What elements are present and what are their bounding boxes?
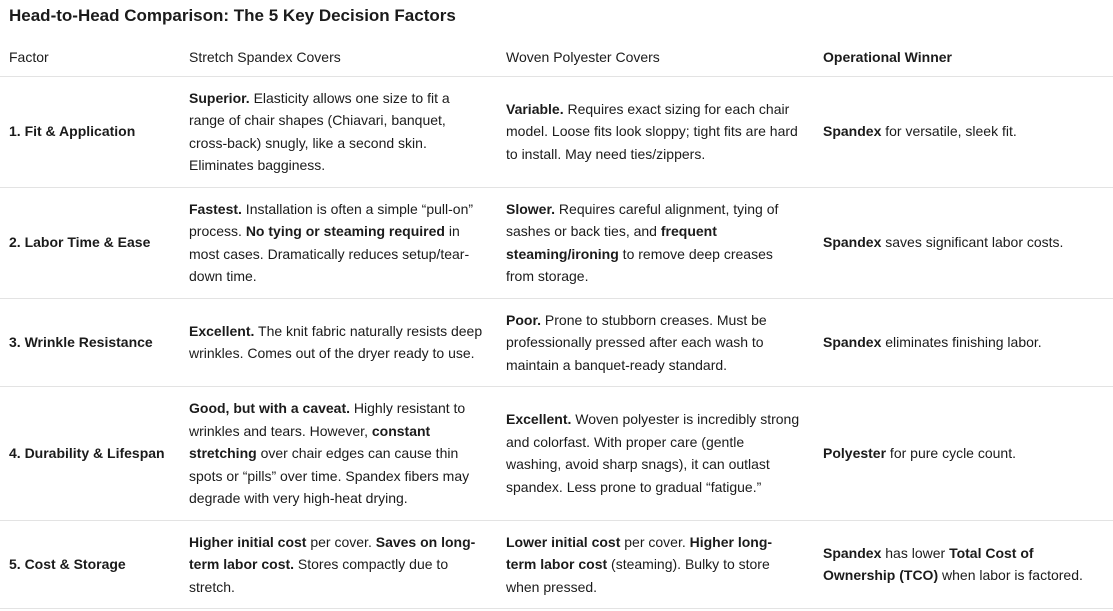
text: over chair edges can cause thin spots or…: [189, 445, 470, 506]
header-cell: Operational Winner: [814, 39, 1113, 77]
text: Woven polyester is incredibly strong and…: [506, 411, 800, 495]
table-row: 2. Labor Time & Ease Fastest. Installatio…: [0, 187, 1113, 299]
text: in most cases. Dramatically reduces setu…: [189, 223, 470, 284]
text: Requires exact sizing for each chair mod…: [506, 100, 798, 162]
bold-text: Higher initial cost: [189, 533, 307, 550]
bold-text: Excellent.: [506, 411, 572, 428]
bold-text: constant stretching: [189, 422, 431, 462]
table-cell: Spandex for versatile, sleek fit.: [814, 76, 1113, 188]
bold-text: Polyester: [823, 445, 887, 461]
table-cell: Lower initial cost per cover. Higher lon…: [497, 520, 814, 609]
bold-text: Spandex: [823, 544, 882, 561]
text: to remove deep creases from storage.: [506, 245, 773, 285]
table-row: 1. Fit & Application Superior. Elasticity…: [0, 76, 1113, 188]
bold-text: Fastest.: [189, 200, 242, 217]
text: has lower: [881, 544, 950, 561]
bold-text: Poor.: [506, 311, 542, 328]
text: (steaming). Bulky to store when pressed.: [506, 556, 770, 595]
table-cell: Excellent. The knit fabric naturally res…: [180, 298, 497, 387]
bold-text: Total Cost of Ownership (TCO): [823, 544, 1034, 584]
table-cell: Higher initial cost per cover. Saves on …: [180, 520, 497, 609]
text: Prone to stubborn creases. Must be profe…: [506, 311, 767, 373]
text: Installation is often a simple “pull-on”…: [189, 200, 474, 240]
comparison-table: Factor Stretch Spandex Covers Woven Polyes…: [0, 39, 1113, 609]
bold-text: Good, but with a caveat.: [189, 400, 351, 416]
bold-text: No tying or steaming required: [245, 223, 445, 239]
table-cell: Excellent. Woven polyester is incredibly…: [497, 386, 814, 521]
header-cell: Stretch Spandex Covers: [180, 39, 497, 77]
factor-cell: 3. Wrinkle Resistance: [0, 298, 180, 387]
table-row: 5. Cost & Storage Higher initial cost per…: [0, 520, 1113, 609]
text: saves significant labor costs.: [881, 234, 1064, 251]
bold-text: Variable.: [506, 100, 564, 117]
text: Requires careful alignment, tying of sas…: [506, 200, 779, 240]
table-cell: Polyester for pure cycle count.: [814, 386, 1113, 521]
bold-text: frequent steaming/ironing: [506, 223, 717, 262]
bold-text: Lower initial cost: [506, 533, 621, 550]
header-cell: Woven Polyester Covers: [497, 39, 814, 77]
factor-cell: 5. Cost & Storage: [0, 520, 180, 609]
factor-cell: 4. Durability & Lifespan: [0, 386, 180, 521]
factor-cell: 1. Fit & Application: [0, 76, 180, 188]
text: when labor is factored.: [938, 567, 1083, 584]
bold-text: Spandex: [823, 234, 882, 251]
table-row: 4. Durability & Lifespan Good, but with a…: [0, 386, 1113, 521]
header-cell: Factor: [0, 39, 180, 77]
bold-text: Superior.: [189, 89, 250, 106]
header-row: Factor Stretch Spandex Covers Woven Polyes…: [0, 39, 1113, 77]
text: Elasticity allows one size to fit a rang…: [189, 89, 450, 174]
bold-text: Spandex: [823, 334, 882, 350]
bold-text: Spandex: [823, 123, 882, 140]
table-cell: Spandex has lower Total Cost of Ownershi…: [814, 520, 1113, 609]
text: for pure cycle count.: [886, 445, 1016, 461]
table-cell: Good, but with a caveat. Highly resistan…: [180, 386, 497, 521]
table-cell: Spandex eliminates finishing labor.: [814, 298, 1113, 387]
bold-text: Saves on long-term labor cost.: [189, 533, 476, 573]
table-row: 3. Wrinkle Resistance Excellent. The knit…: [0, 298, 1113, 387]
bold-text: Excellent.: [189, 322, 255, 339]
title: Head-to-Head Comparison: The 5 Key Decis…: [9, 6, 456, 25]
text: The knit fabric naturally resists deep w…: [189, 322, 483, 362]
text: eliminates finishing labor.: [881, 334, 1042, 350]
text: Highly resistant to wrinkles and tears. …: [189, 400, 466, 439]
bold-text: Higher long-term labor cost: [506, 533, 773, 573]
table-cell: Slower. Requires careful alignment, tyin…: [497, 187, 814, 299]
table-cell: Fastest. Installation is often a simple …: [180, 187, 497, 299]
text: Stores compactly due to stretch.: [189, 556, 449, 595]
table-body: 1. Fit & Application Superior. Elasticity…: [0, 76, 1113, 609]
text: per cover.: [306, 533, 376, 550]
factor-cell: 2. Labor Time & Ease: [0, 187, 180, 299]
bold-text: Slower.: [506, 200, 556, 217]
text: per cover.: [620, 533, 690, 550]
table-cell: Poor. Prone to stubborn creases. Must be…: [497, 298, 814, 387]
table-cell: Variable. Requires exact sizing for each…: [497, 76, 814, 188]
table-cell: Superior. Elasticity allows one size to …: [180, 76, 497, 188]
table-cell: Spandex saves significant labor costs.: [814, 187, 1113, 299]
text: for versatile, sleek fit.: [881, 123, 1017, 140]
